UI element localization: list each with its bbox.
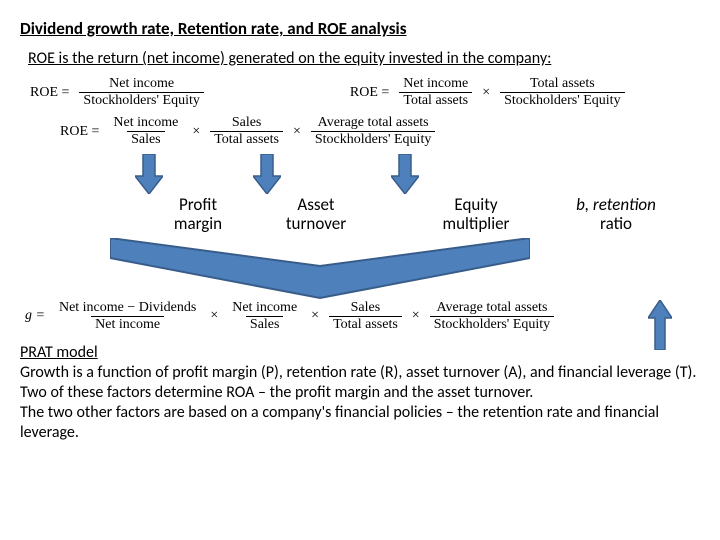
numerator: Sales [347, 300, 385, 316]
numerator: Net income [109, 115, 182, 131]
times-icon: × [482, 85, 490, 101]
numerator: Net income [399, 76, 472, 92]
footer-line: The two other factors are based on a com… [20, 403, 659, 442]
footer-line: Two of these factors determine ROA – the… [20, 383, 533, 402]
roe-three-lhs: ROE = [60, 124, 99, 140]
down-arrow-icon [253, 154, 281, 194]
numerator: Sales [228, 115, 266, 131]
footer-line: Growth is a function of profit margin (P… [20, 363, 696, 382]
up-arrow-icon [648, 300, 672, 355]
down-arrows-row [70, 154, 700, 194]
formula-row-g: g = Net income − Dividends Net income × … [25, 300, 700, 333]
denominator: Total assets [210, 131, 283, 148]
denominator: Stockholders' Equity [79, 92, 203, 109]
formula-row-1: ROE = Net income Stockholders' Equity RO… [30, 76, 700, 109]
frac: Net income Sales [228, 300, 301, 333]
footer-text: PRAT model Growth is a function of profi… [20, 343, 700, 443]
numerator: Net income [228, 300, 301, 316]
frac: Net income Stockholders' Equity [79, 76, 203, 109]
g-lhs: g = [25, 308, 45, 324]
times-icon: × [293, 124, 301, 140]
prat-model-label: PRAT model [20, 343, 98, 362]
big-chevron-icon [110, 238, 530, 298]
frac: Net income Sales [109, 115, 182, 148]
numerator: Average total assets [432, 300, 551, 316]
down-arrow-icon [135, 154, 163, 194]
denominator: Total assets [399, 92, 472, 109]
label-equity-multiplier: Equity multiplier [426, 196, 526, 233]
times-icon: × [412, 308, 420, 324]
numerator: Net income − Dividends [55, 300, 200, 316]
denominator: Stockholders' Equity [311, 131, 435, 148]
label-asset-turnover: Asset turnover [266, 196, 366, 233]
frac: Total assets Stockholders' Equity [500, 76, 624, 109]
roe-basic-lhs: ROE = [30, 85, 69, 101]
down-arrow-icon [391, 154, 419, 194]
formula-row-2: ROE = Net income Sales × Sales Total ass… [60, 115, 700, 148]
denominator: Stockholders' Equity [430, 316, 554, 333]
denominator: Sales [246, 316, 284, 333]
label-profit-margin: Profit margin [148, 196, 248, 233]
denominator: Net income [91, 316, 164, 333]
intro-text: ROE is the return (net income) generated… [28, 49, 700, 68]
label-retention-ratio: b, retention ratio [556, 196, 676, 233]
label-line: ratio [556, 215, 676, 234]
denominator: Sales [127, 131, 165, 148]
page-title: Dividend growth rate, Retention rate, an… [20, 18, 700, 39]
denominator: Total assets [329, 316, 402, 333]
label-line: multiplier [426, 215, 526, 234]
frac: Sales Total assets [210, 115, 283, 148]
times-icon: × [210, 308, 218, 324]
label-line: margin [148, 215, 248, 234]
times-icon: × [311, 308, 319, 324]
denominator: Stockholders' Equity [500, 92, 624, 109]
frac: Net income Total assets [399, 76, 472, 109]
times-icon: × [192, 124, 200, 140]
numerator: Net income [105, 76, 178, 92]
roe-two-lhs: ROE = [350, 85, 389, 101]
frac: Sales Total assets [329, 300, 402, 333]
numerator: Total assets [526, 76, 599, 92]
frac: Average total assets Stockholders' Equit… [311, 115, 435, 148]
labels-row: Profit margin Asset turnover Equity mult… [48, 196, 700, 233]
label-line: turnover [266, 215, 366, 234]
frac: Net income − Dividends Net income [55, 300, 200, 333]
frac: Average total assets Stockholders' Equit… [430, 300, 554, 333]
numerator: Average total assets [314, 115, 433, 131]
